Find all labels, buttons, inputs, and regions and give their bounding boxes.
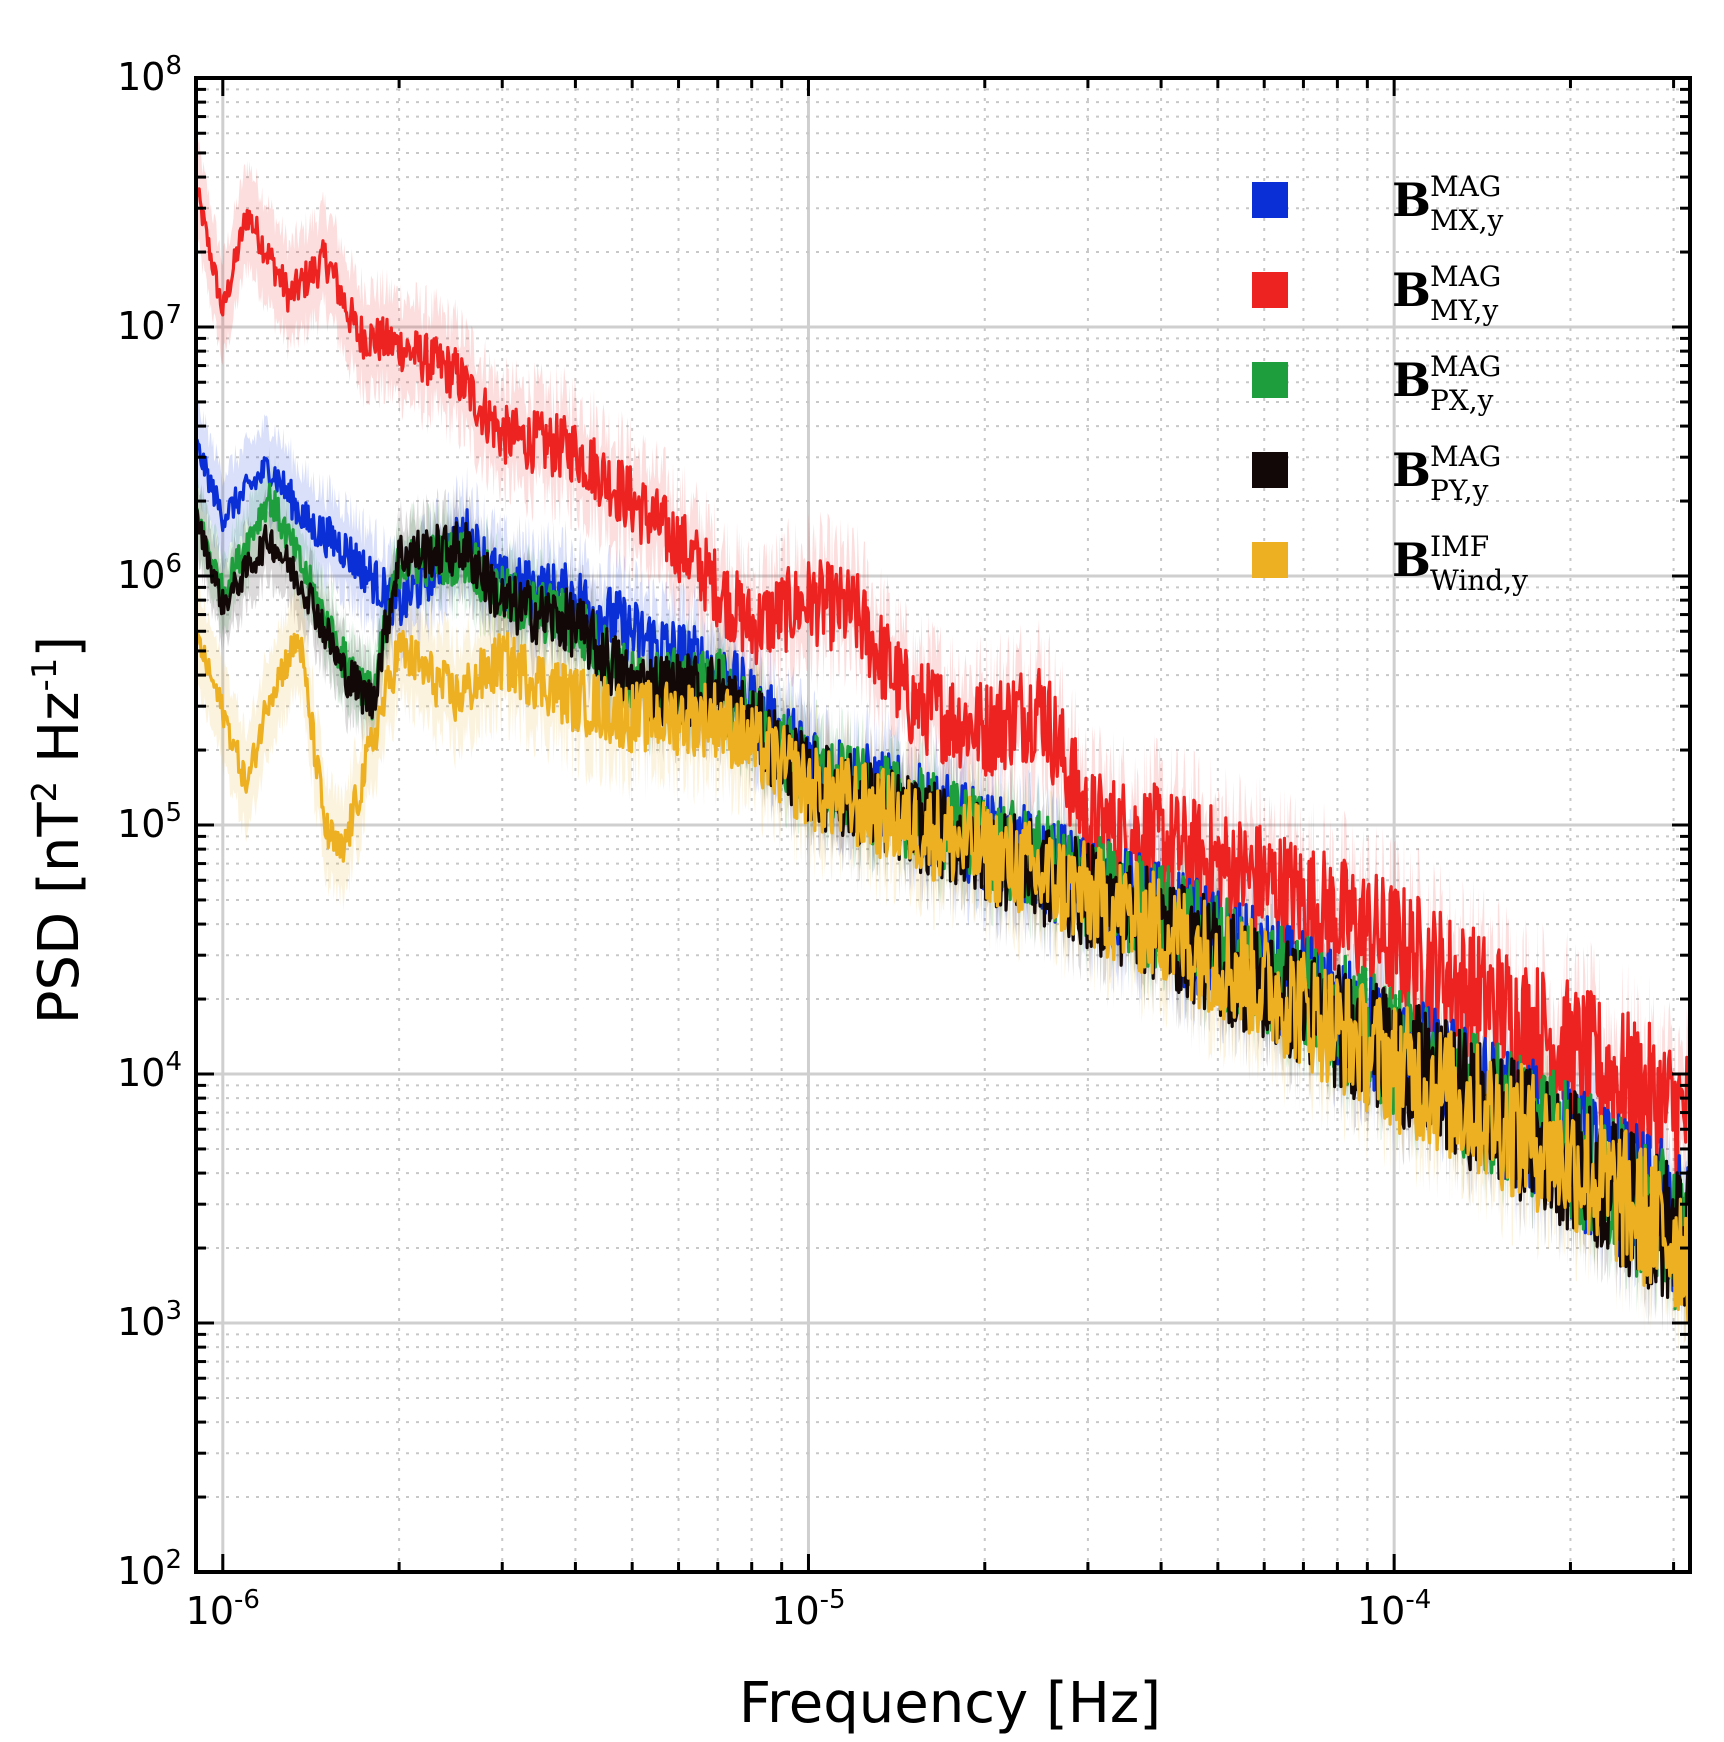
y-tick-label-exponent: 3 <box>165 1296 182 1326</box>
x-tick-label-exponent: -6 <box>234 1585 260 1615</box>
y-tick-label-exponent: 5 <box>165 798 182 828</box>
y-tick-label-base: 10 <box>117 802 165 846</box>
legend-swatch <box>1252 182 1288 218</box>
legend-label-main: B <box>1392 533 1431 587</box>
y-tick-label-exponent: 2 <box>165 1545 182 1575</box>
axis-ticks <box>194 78 1690 1572</box>
x-tick-label: 10-5 <box>771 1585 845 1633</box>
y-tick-label-base: 10 <box>117 553 165 597</box>
x-tick-label-base: 10 <box>771 1589 819 1633</box>
legend-label-main: B <box>1392 443 1431 497</box>
legend-label-sub: PX,y <box>1430 384 1494 417</box>
legend-label-sup: MAG <box>1430 170 1501 203</box>
legend-label-sub: PY,y <box>1430 474 1489 507</box>
y-tick-label: 103 <box>117 1296 182 1344</box>
legend-label-sub: MX,y <box>1430 204 1504 237</box>
y-tick-label-exponent: 8 <box>165 51 182 81</box>
y-tick-label: 104 <box>117 1047 182 1095</box>
y-tick-label-base: 10 <box>117 55 165 99</box>
x-tick-label-base: 10 <box>186 1589 234 1633</box>
y-tick-label-base: 10 <box>117 1300 165 1344</box>
legend-label-main: B <box>1392 263 1431 317</box>
x-tick-label-base: 10 <box>1357 1589 1405 1633</box>
y-axis-title: PSD [nT2 Hz-1] <box>25 636 92 1025</box>
legend-swatch <box>1252 542 1288 578</box>
legend-swatch <box>1252 362 1288 398</box>
legend-label-main: B <box>1392 173 1431 227</box>
y-axis-title-main: PSD [nT <box>27 802 92 1025</box>
legend-label-sup: MAG <box>1430 260 1501 293</box>
legend-label-sub: Wind,y <box>1430 564 1528 597</box>
x-tick-label: 10-4 <box>1357 1585 1431 1633</box>
legend-label-sup: IMF <box>1430 530 1489 563</box>
y-tick-label-exponent: 7 <box>165 300 182 330</box>
y-tick-label-base: 10 <box>117 1051 165 1095</box>
y-tick-label: 108 <box>117 51 182 99</box>
legend-label-main: B <box>1392 353 1431 407</box>
legend-label-sup: MAG <box>1430 350 1501 383</box>
y-tick-label: 107 <box>117 300 182 348</box>
y-tick-label-exponent: 6 <box>165 549 182 579</box>
legend-label-sup: MAG <box>1430 440 1501 473</box>
y-axis-title-squared: 2 <box>25 781 65 803</box>
x-tick-label-exponent: -5 <box>820 1585 846 1615</box>
series-lines <box>194 182 1692 1324</box>
y-tick-label: 105 <box>117 798 182 846</box>
y-tick-label: 102 <box>117 1545 182 1593</box>
legend-swatch <box>1252 272 1288 308</box>
y-axis-title-inverse: -1 <box>25 658 65 692</box>
legend-swatch <box>1252 452 1288 488</box>
y-tick-label-base: 10 <box>117 1549 165 1593</box>
x-axis-title: Frequency [Hz] <box>739 1671 1161 1736</box>
y-tick-label-exponent: 4 <box>165 1047 182 1077</box>
series-line-windy <box>194 629 1692 1324</box>
series-line-myy <box>194 182 1691 1188</box>
x-tick-label: 10-6 <box>186 1585 260 1633</box>
legend-label-sub: MY,y <box>1430 294 1498 327</box>
x-tick-label-exponent: -4 <box>1405 1585 1431 1615</box>
y-tick-label: 106 <box>117 549 182 597</box>
y-axis-title-close: ] <box>27 636 92 658</box>
y-axis-title-hz: Hz <box>27 692 92 781</box>
y-tick-label-base: 10 <box>117 304 165 348</box>
